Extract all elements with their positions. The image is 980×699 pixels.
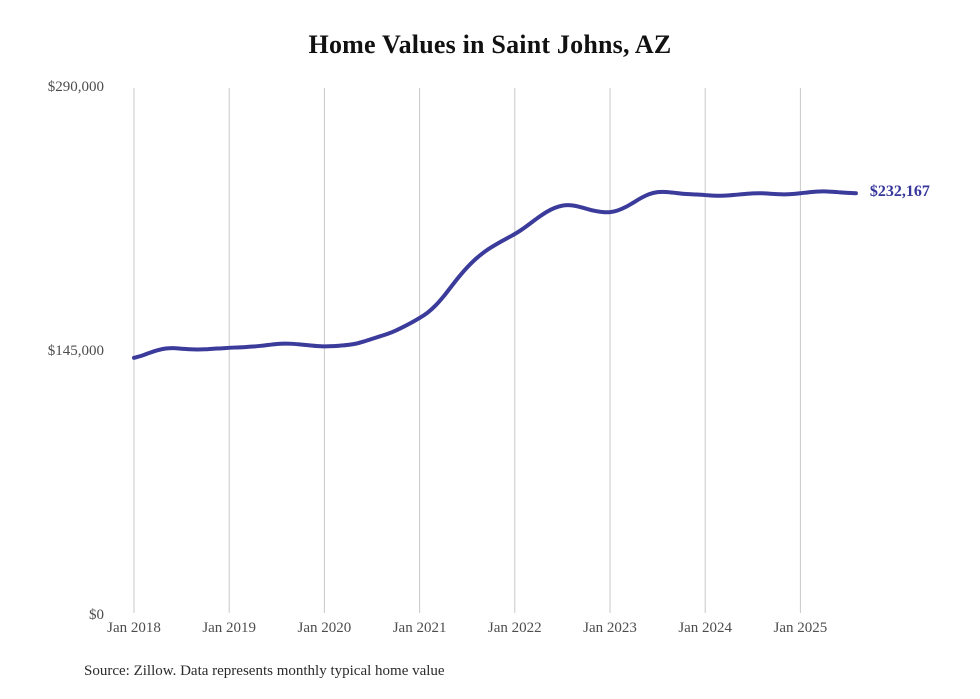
- xtick-label: Jan 2023: [583, 620, 637, 636]
- gridlines-group: [133, 88, 801, 613]
- ytick-bottom: $0: [0, 607, 104, 627]
- xtick-label: Jan 2022: [487, 620, 542, 636]
- xtick-label: Jan 2018: [107, 620, 161, 636]
- plot-svg: [132, 88, 858, 613]
- ytick-bottom-label: $0: [89, 607, 104, 623]
- ytick-top: $290,000: [0, 79, 104, 99]
- chart-title: Home Values in Saint Johns, AZ: [308, 30, 672, 59]
- xtick-label: Jan 2025: [773, 620, 828, 636]
- plot-area: [132, 88, 858, 613]
- source-note: Source: Zillow. Data represents monthly …: [84, 663, 445, 679]
- ytick-mid-label: $145,000: [47, 343, 104, 359]
- xtick-label: Jan 2019: [202, 620, 257, 636]
- ytick-top-label: $290,000: [47, 79, 104, 95]
- home-value-series-line: [132, 189, 858, 360]
- xtick-label: Jan 2021: [392, 620, 447, 636]
- xtick-label: Jan 2020: [297, 620, 352, 636]
- end-value-annotation: $232,167: [869, 183, 930, 201]
- xtick-label: Jan 2024: [678, 620, 733, 636]
- ytick-mid: $145,000: [0, 343, 104, 363]
